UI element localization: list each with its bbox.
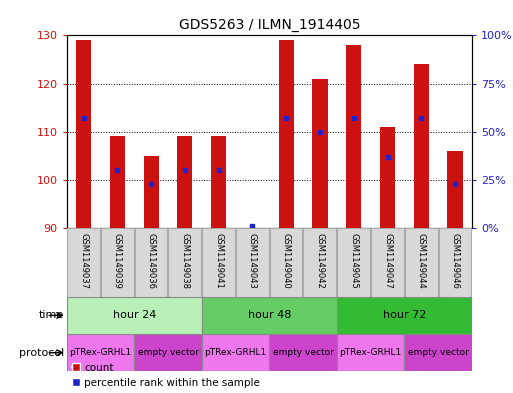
Text: hour 48: hour 48 — [248, 310, 291, 320]
Bar — [134, 228, 167, 297]
Bar — [404, 334, 472, 371]
Text: empty vector: empty vector — [137, 348, 199, 357]
Text: GSM1149041: GSM1149041 — [214, 233, 223, 289]
Text: empty vector: empty vector — [408, 348, 468, 357]
Bar — [67, 297, 202, 334]
Title: GDS5263 / ILMN_1914405: GDS5263 / ILMN_1914405 — [179, 18, 360, 31]
Text: GSM1149036: GSM1149036 — [147, 233, 155, 289]
Bar — [279, 40, 294, 228]
Text: GSM1149045: GSM1149045 — [349, 233, 358, 289]
Bar — [405, 228, 438, 297]
Text: GSM1149039: GSM1149039 — [113, 233, 122, 289]
Bar — [110, 136, 125, 228]
Text: hour 72: hour 72 — [383, 310, 426, 320]
Bar — [202, 334, 269, 371]
Text: empty vector: empty vector — [273, 348, 333, 357]
Bar — [236, 228, 269, 297]
Bar — [168, 228, 201, 297]
Text: GSM1149044: GSM1149044 — [417, 233, 426, 289]
Bar — [346, 45, 361, 228]
Text: pTRex-GRHL1: pTRex-GRHL1 — [204, 348, 267, 357]
Text: GSM1149037: GSM1149037 — [79, 233, 88, 289]
Bar — [303, 228, 336, 297]
Bar — [211, 136, 226, 228]
Text: GSM1149046: GSM1149046 — [450, 233, 460, 289]
Bar — [337, 228, 370, 297]
Bar — [202, 297, 337, 334]
Bar — [413, 64, 429, 228]
Bar — [447, 151, 463, 228]
Bar — [76, 40, 91, 228]
Bar — [269, 334, 337, 371]
Bar — [371, 228, 404, 297]
Bar — [202, 228, 235, 297]
Bar — [101, 228, 133, 297]
Bar — [312, 79, 328, 228]
Bar — [134, 334, 202, 371]
Bar — [67, 334, 134, 371]
Text: GSM1149038: GSM1149038 — [181, 233, 189, 289]
Legend: count, percentile rank within the sample: count, percentile rank within the sample — [72, 363, 260, 388]
Text: GSM1149043: GSM1149043 — [248, 233, 257, 289]
Bar — [144, 156, 159, 228]
Bar — [337, 297, 472, 334]
Text: pTRex-GRHL1: pTRex-GRHL1 — [69, 348, 132, 357]
Text: pTRex-GRHL1: pTRex-GRHL1 — [340, 348, 402, 357]
Text: time: time — [39, 310, 64, 320]
Bar — [380, 127, 395, 228]
Bar — [337, 334, 404, 371]
Text: GSM1149047: GSM1149047 — [383, 233, 392, 289]
Bar — [270, 228, 303, 297]
Bar — [439, 228, 471, 297]
Text: protocol: protocol — [19, 348, 64, 358]
Bar — [67, 228, 100, 297]
Text: GSM1149040: GSM1149040 — [282, 233, 291, 289]
Text: hour 24: hour 24 — [112, 310, 156, 320]
Text: GSM1149042: GSM1149042 — [315, 233, 325, 289]
Bar — [177, 136, 192, 228]
